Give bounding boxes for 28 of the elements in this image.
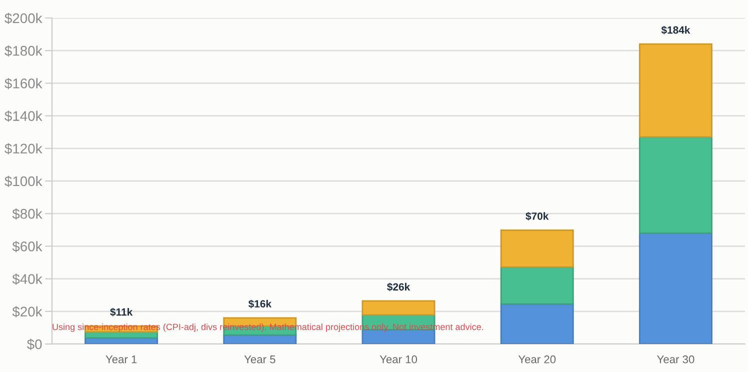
bar	[362, 300, 436, 316]
bar	[638, 136, 712, 234]
y-tick-label: $80k	[12, 208, 42, 220]
bar	[638, 43, 712, 138]
y-tick-label: $100k	[4, 176, 42, 187]
x-tick-label: Year 20	[518, 355, 556, 364]
y-tick-label: $0	[26, 338, 42, 350]
y-tick-label: $200k	[4, 12, 42, 24]
total-label: $70k	[526, 212, 549, 221]
bar	[500, 266, 574, 305]
bar	[638, 232, 712, 344]
x-tick-label: Year 30	[656, 355, 694, 364]
y-tick-label: $20k	[12, 306, 42, 318]
x-tick-label: Year 10	[380, 355, 418, 364]
bar	[500, 303, 574, 344]
y-tick-label: $60k	[12, 240, 42, 252]
total-label: $184k	[661, 26, 690, 34]
x-tick-label: Year 5	[244, 356, 276, 364]
total-label: $11k	[110, 308, 133, 316]
bar	[500, 230, 574, 268]
y-tick-label: $160k	[4, 78, 42, 90]
y-tick-label: $120k	[4, 143, 42, 154]
total-label: $26k	[387, 282, 410, 292]
y-tick-label: $40k	[12, 274, 42, 285]
y-tick-label: $140k	[4, 110, 42, 122]
y-tick-label: $180k	[4, 45, 42, 57]
total-label: $16k	[248, 300, 272, 308]
x-tick-label: Year 1	[106, 356, 137, 364]
